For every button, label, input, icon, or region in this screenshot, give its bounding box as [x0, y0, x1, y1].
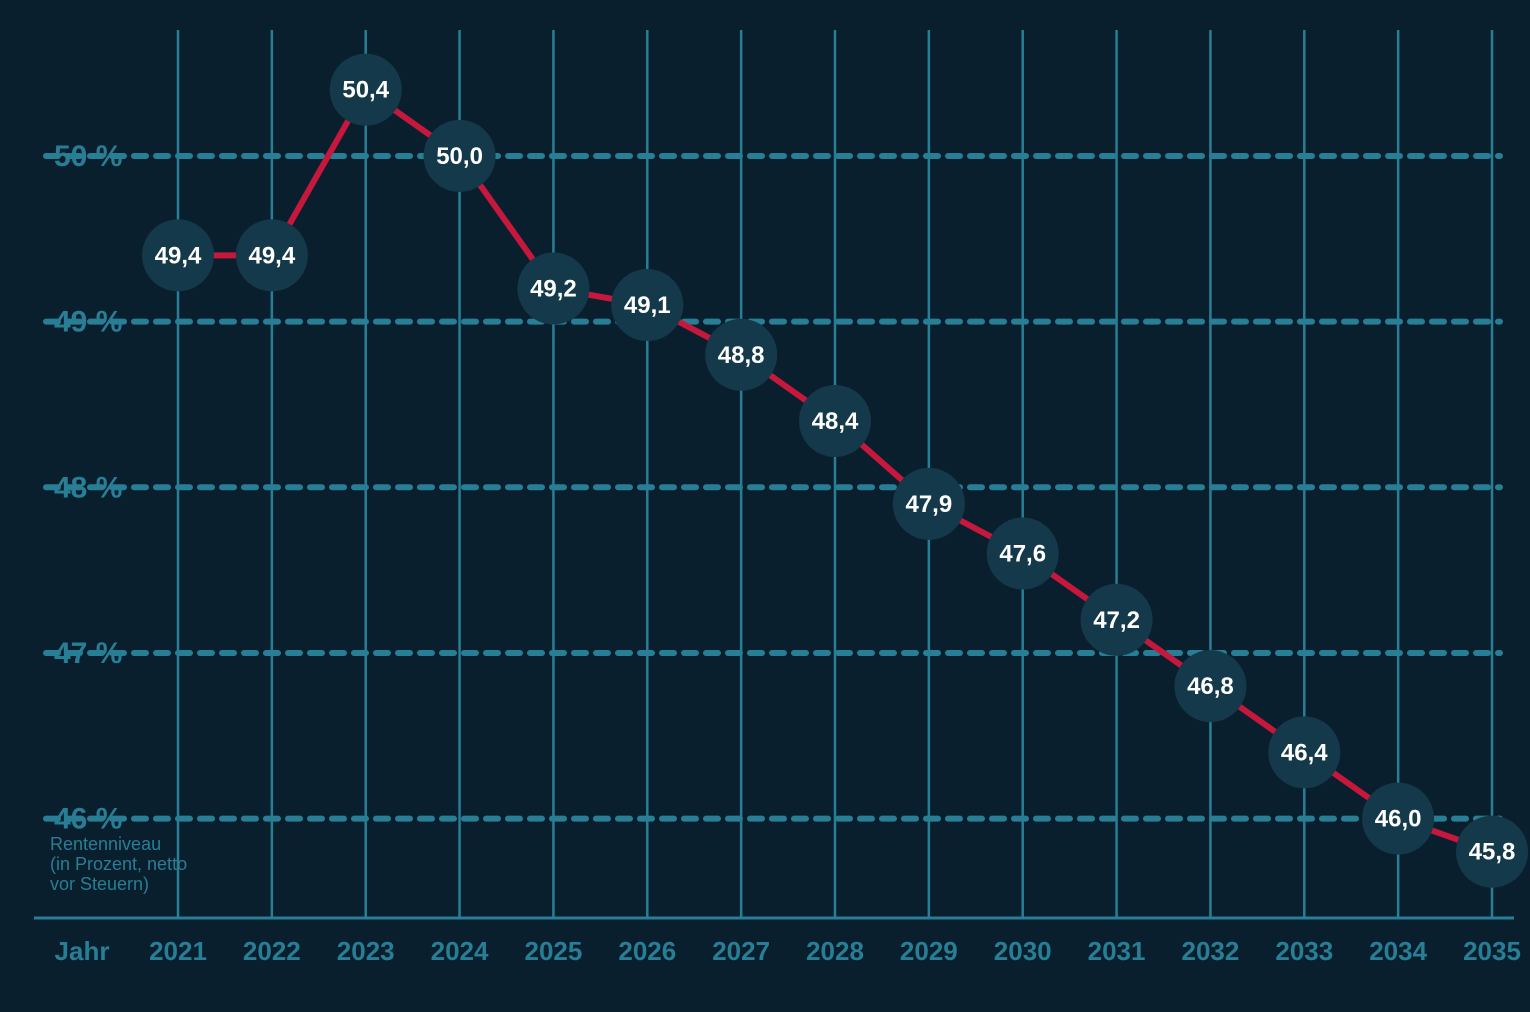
data-label: 47,9	[905, 491, 952, 518]
data-label: 50,0	[436, 143, 483, 170]
x-tick-label: 2021	[149, 936, 207, 966]
data-label: 46,8	[1187, 673, 1234, 700]
data-label: 48,4	[812, 408, 859, 435]
line-chart: 46 %47 %48 %49 %50 %Rentenniveau(in Proz…	[0, 0, 1530, 1012]
x-tick-label: 2029	[900, 936, 958, 966]
x-tick-label: 2032	[1182, 936, 1240, 966]
x-tick-label: 2022	[243, 936, 301, 966]
x-axis-title: Jahr	[55, 936, 110, 966]
x-tick-label: 2026	[618, 936, 676, 966]
x-tick-label: 2035	[1463, 936, 1521, 966]
data-label: 47,6	[999, 541, 1046, 568]
data-label: 50,4	[342, 77, 389, 104]
data-label: 49,4	[248, 242, 295, 269]
y-tick-label: 50 %	[54, 140, 122, 173]
x-tick-label: 2024	[431, 936, 489, 966]
x-tick-label: 2027	[712, 936, 770, 966]
x-tick-label: 2030	[994, 936, 1052, 966]
y-tick-label: 46 %	[54, 803, 122, 836]
data-label: 46,4	[1281, 739, 1328, 766]
data-label: 48,8	[718, 342, 765, 369]
x-tick-label: 2031	[1088, 936, 1146, 966]
x-tick-label: 2025	[525, 936, 583, 966]
y-tick-label: 47 %	[54, 637, 122, 670]
data-label: 49,4	[155, 242, 202, 269]
data-label: 45,8	[1469, 839, 1516, 866]
data-label: 47,2	[1093, 607, 1140, 634]
x-tick-label: 2034	[1369, 936, 1427, 966]
x-tick-label: 2033	[1275, 936, 1333, 966]
chart-background	[0, 0, 1530, 1012]
y-tick-label: 49 %	[54, 306, 122, 339]
data-label: 49,2	[530, 275, 577, 302]
x-tick-label: 2028	[806, 936, 864, 966]
x-tick-label: 2023	[337, 936, 395, 966]
data-label: 46,0	[1375, 806, 1422, 833]
data-label: 49,1	[624, 292, 671, 319]
y-tick-label: 48 %	[54, 471, 122, 504]
